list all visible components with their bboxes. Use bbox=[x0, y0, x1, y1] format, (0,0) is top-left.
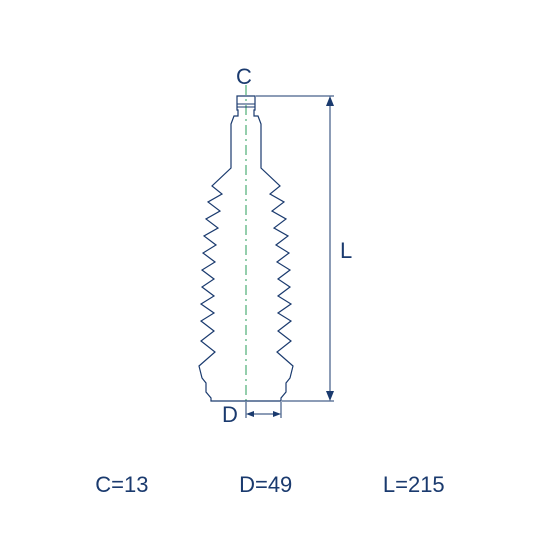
arrow-L-bottom bbox=[326, 391, 334, 401]
diagram-container: C L D C=13 D=49 L=215 bbox=[0, 0, 540, 540]
values-row: C=13 D=49 L=215 bbox=[0, 472, 540, 498]
part-outline-left bbox=[199, 96, 246, 401]
value-C: C=13 bbox=[95, 472, 148, 498]
label-C: C bbox=[236, 64, 252, 90]
arrow-D-left bbox=[246, 411, 254, 417]
part-outline-right bbox=[246, 96, 293, 401]
label-D: D bbox=[222, 402, 238, 428]
arrow-D-right bbox=[273, 411, 281, 417]
value-D: D=49 bbox=[239, 472, 292, 498]
value-L: L=215 bbox=[383, 472, 445, 498]
technical-drawing-svg bbox=[0, 0, 540, 460]
label-L: L bbox=[340, 238, 352, 264]
arrow-L-top bbox=[326, 96, 334, 106]
